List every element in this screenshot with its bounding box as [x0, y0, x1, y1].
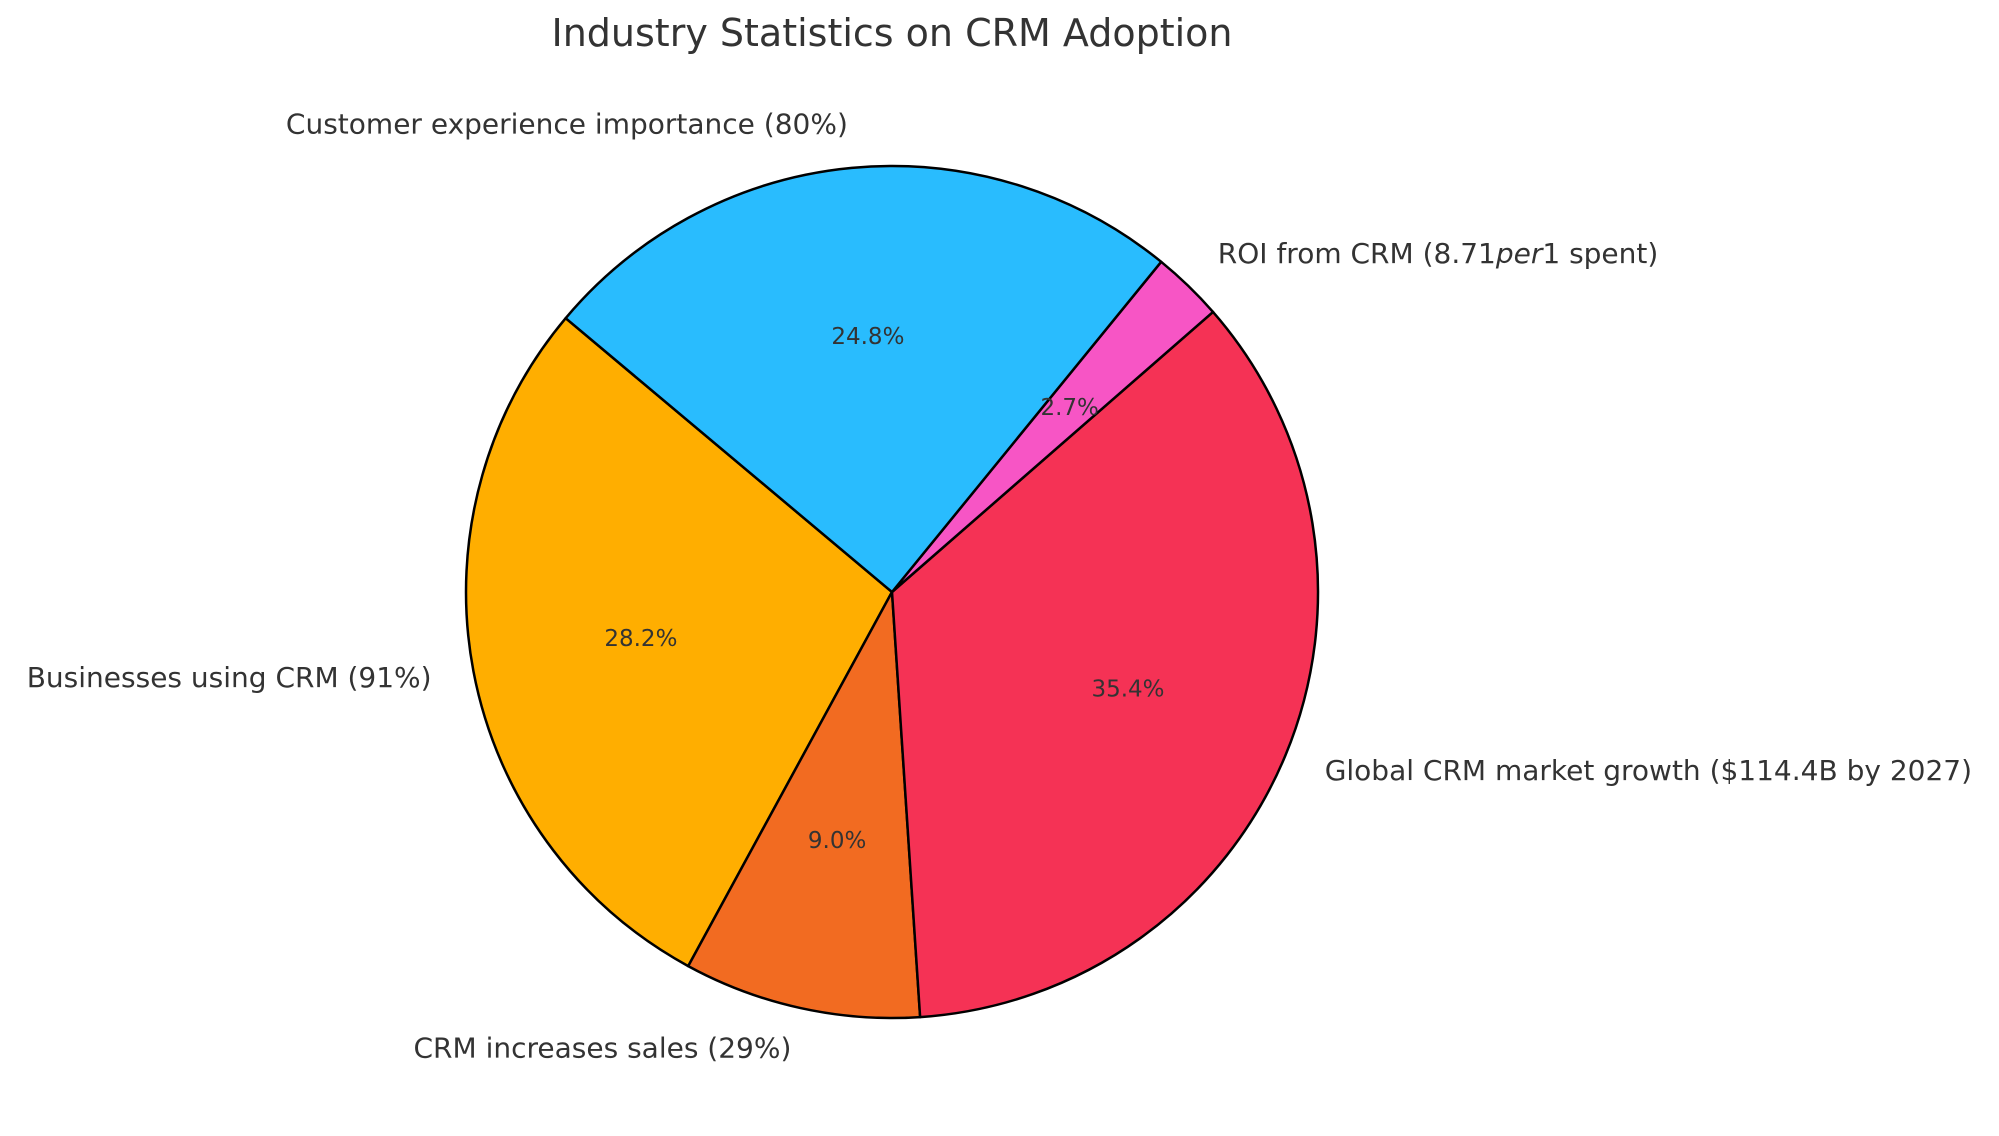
pie-slice [464, 316, 894, 968]
pie-slice-label: ROI from CRM (8.71per1 spent) [1218, 237, 1659, 270]
pie-slice-label: Customer experience importance (80%) [286, 108, 848, 141]
pie-slice [686, 590, 922, 1020]
pie-percent-label: 28.2% [604, 626, 677, 652]
pie-percent-label: 2.7% [1040, 395, 1098, 421]
pie-percent-label: 9.0% [808, 828, 866, 854]
pie-slice [564, 164, 1163, 594]
pie-outer-labels: Businesses using CRM (91%) CRM increases … [27, 108, 1972, 1065]
pie-slice-label: Global CRM market growth ($114.4B by 202… [1325, 754, 1972, 787]
pie-slice-label: Businesses using CRM (91%) [27, 661, 432, 694]
pie-slices [464, 164, 1320, 1020]
pie-percent-label: 35.4% [1091, 677, 1164, 703]
pie-percent-label: 24.8% [831, 324, 904, 350]
pie-percent-labels: 28.2% 9.0% 35.4% 2.7% 24.8% [604, 324, 1164, 854]
pie-slice-label: CRM increases sales (29%) [414, 1032, 792, 1065]
chart-title: Industry Statistics on CRM Adoption [552, 11, 1233, 55]
pie-slice [890, 310, 1320, 1019]
